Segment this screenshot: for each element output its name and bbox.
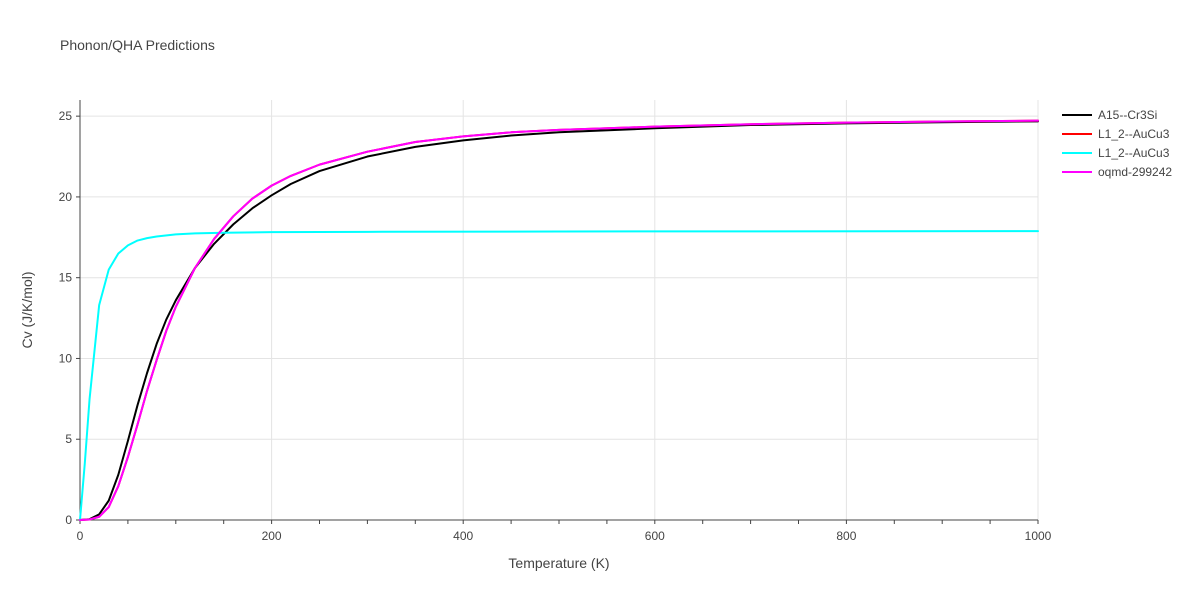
y-axis-title: Cv (J/K/mol) xyxy=(19,272,35,349)
x-tick-label: 400 xyxy=(453,529,473,543)
series-line-0 xyxy=(79,120,1039,521)
legend-item[interactable]: A15--Cr3Si xyxy=(1062,108,1157,122)
y-tick-label: 0 xyxy=(65,513,72,527)
y-tick-label: 25 xyxy=(59,109,73,123)
y-tick-label: 15 xyxy=(59,271,73,285)
x-axis-title: Temperature (K) xyxy=(508,555,609,571)
grid-lines xyxy=(80,100,1039,520)
x-tick-label: 1000 xyxy=(1025,529,1052,543)
chart-title: Phonon/QHA Predictions xyxy=(60,37,215,53)
legend-item[interactable]: L1_2--AuCu3 xyxy=(1062,146,1170,160)
legend-label: oqmd-299242 xyxy=(1098,165,1172,179)
y-tick-label: 10 xyxy=(59,351,73,365)
axes xyxy=(76,100,1039,524)
y-tick-label: 5 xyxy=(65,432,72,446)
legend-label: L1_2--AuCu3 xyxy=(1098,127,1170,141)
legend-label: L1_2--AuCu3 xyxy=(1098,146,1170,160)
legend-label: A15--Cr3Si xyxy=(1098,108,1157,122)
x-tick-label: 0 xyxy=(77,529,84,543)
x-tick-label: 600 xyxy=(645,529,665,543)
legend[interactable]: A15--Cr3Si L1_2--AuCu3 L1_2--AuCu3 oqmd-299… xyxy=(1062,108,1172,179)
legend-item[interactable]: oqmd-299242 xyxy=(1062,165,1172,179)
series-line-2 xyxy=(79,230,1039,521)
series-layer xyxy=(79,119,1039,521)
x-tick-labels: 0 200 400 600 800 1000 xyxy=(77,529,1052,543)
series-line-3 xyxy=(79,119,1039,521)
y-tick-label: 20 xyxy=(59,190,73,204)
x-tick-label: 800 xyxy=(836,529,856,543)
legend-item[interactable]: L1_2--AuCu3 xyxy=(1062,127,1170,141)
y-tick-labels: 0 5 10 15 20 25 xyxy=(59,109,73,527)
x-tick-label: 200 xyxy=(262,529,282,543)
